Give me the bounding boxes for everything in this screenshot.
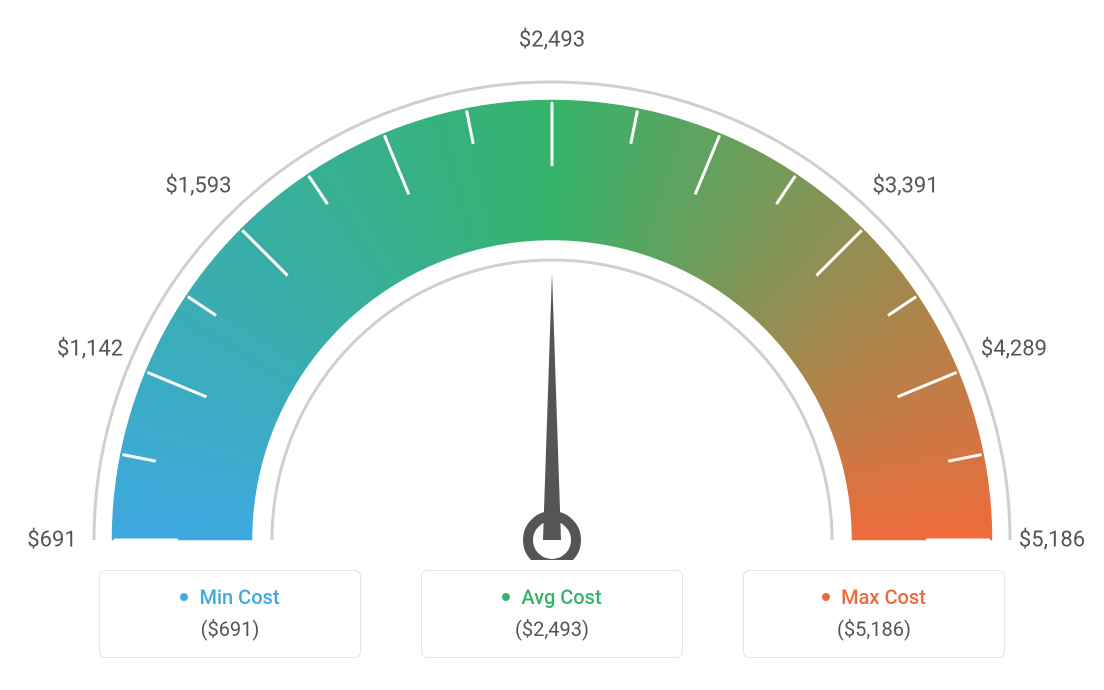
- legend-title-max: Max Cost: [744, 585, 1004, 609]
- gauge-tick-label: $691: [27, 528, 76, 553]
- gauge-tick-label: $2,493: [519, 28, 585, 53]
- gauge-tick-label: $1,142: [57, 336, 123, 361]
- gauge-tick-label: $3,391: [872, 174, 938, 199]
- gauge-tick-label: $4,289: [981, 336, 1047, 361]
- legend-title-avg: Avg Cost: [422, 585, 682, 609]
- gauge-svg: [0, 0, 1104, 560]
- legend-card-avg: Avg Cost ($2,493): [421, 570, 683, 658]
- gauge-tick-label: $1,593: [165, 174, 231, 199]
- legend-title-text-max: Max Cost: [841, 585, 926, 609]
- legend-dot-avg: [502, 593, 510, 601]
- legend-card-min: Min Cost ($691): [99, 570, 361, 658]
- legend-dot-max: [822, 593, 830, 601]
- legend-value-min: ($691): [100, 617, 360, 641]
- legend-value-avg: ($2,493): [422, 617, 682, 641]
- legend-row: Min Cost ($691) Avg Cost ($2,493) Max Co…: [0, 570, 1104, 658]
- legend-dot-min: [180, 593, 188, 601]
- gauge-tick-label: $5,186: [1019, 528, 1085, 553]
- legend-title-text-avg: Avg Cost: [521, 585, 601, 609]
- legend-title-text-min: Min Cost: [199, 585, 279, 609]
- legend-value-max: ($5,186): [744, 617, 1004, 641]
- gauge-chart: $691 $1,142 $1,593 $2,493 $3,391 $4,289 $5,186: [0, 0, 1104, 560]
- legend-card-max: Max Cost ($5,186): [743, 570, 1005, 658]
- legend-title-min: Min Cost: [100, 585, 360, 609]
